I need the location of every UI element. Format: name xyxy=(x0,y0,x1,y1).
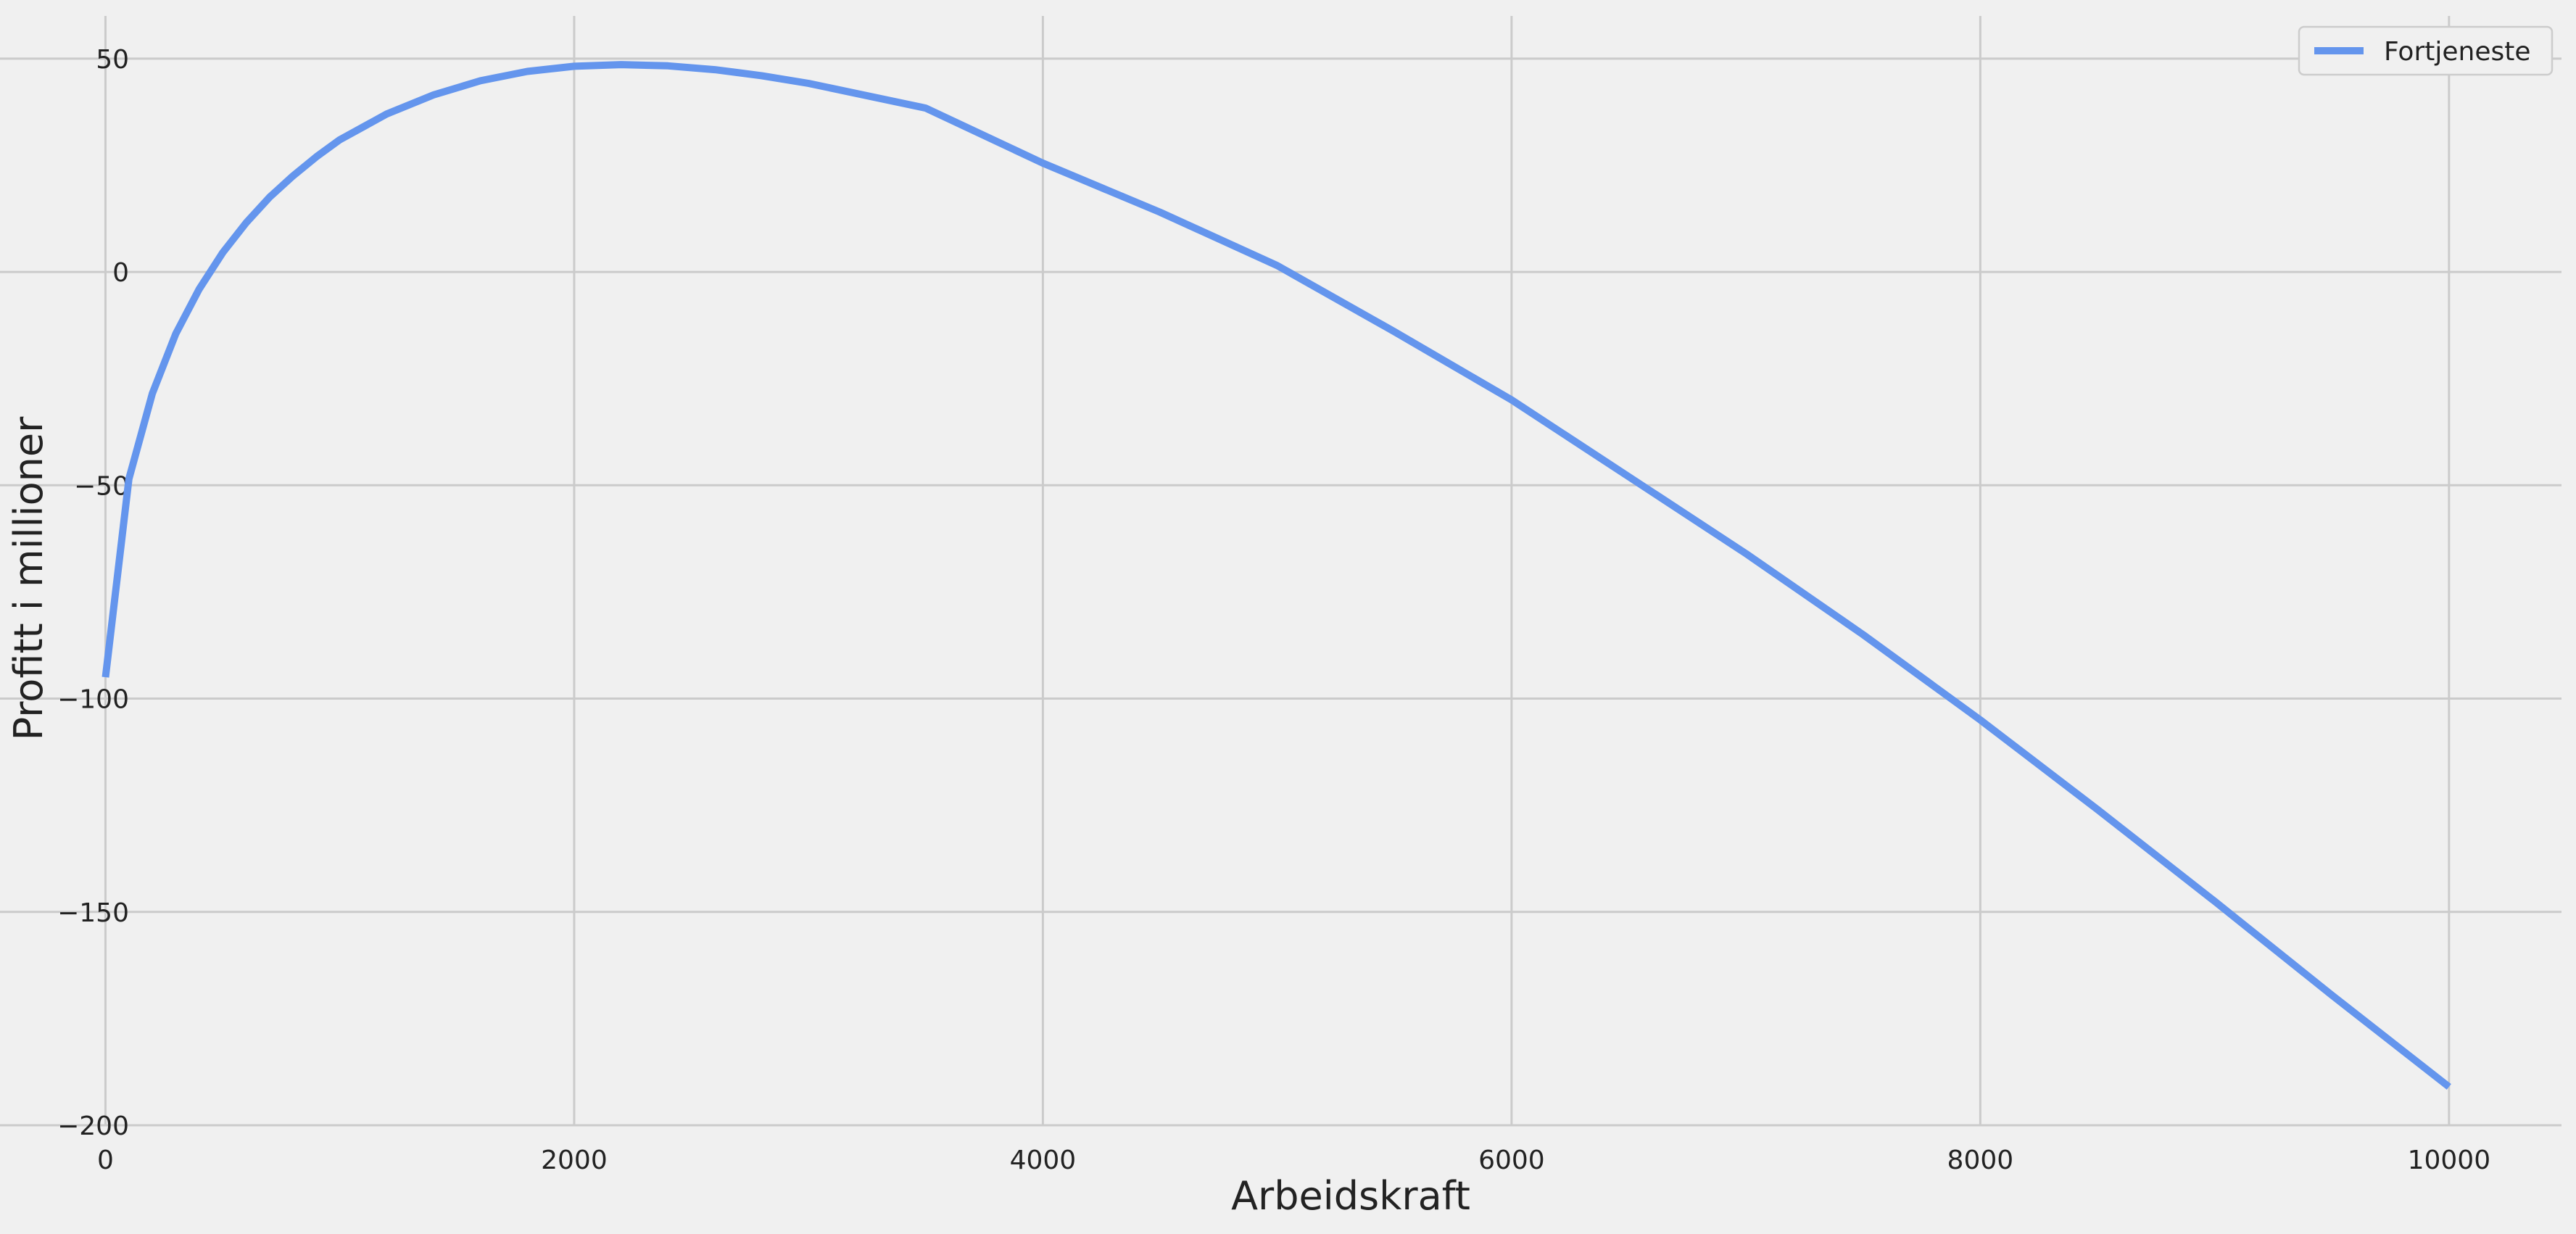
x-tick-label: 8000 xyxy=(1947,1146,2014,1175)
x-tick-label: 4000 xyxy=(1010,1146,1077,1175)
x-axis-ticks: 0 2000 4000 6000 8000 10000 xyxy=(97,1146,2490,1175)
y-tick-label: −100 xyxy=(57,685,129,715)
y-tick-label: −150 xyxy=(57,898,129,928)
x-tick-label: 2000 xyxy=(541,1146,608,1175)
x-tick-label: 0 xyxy=(97,1146,114,1175)
y-axis-ticks: 50 0 −50 −100 −150 −200 xyxy=(57,45,129,1141)
x-tick-label: 6000 xyxy=(1478,1146,1545,1175)
x-axis-label: Arbeidskraft xyxy=(1231,1173,1470,1219)
legend-box xyxy=(2298,25,2554,76)
grid xyxy=(0,16,2561,1127)
y-tick-label: −50 xyxy=(74,471,129,501)
y-axis-label: Profitt i millioner xyxy=(6,416,51,740)
x-tick-label: 10000 xyxy=(2408,1146,2491,1175)
y-tick-label: −200 xyxy=(57,1111,129,1141)
legend: Fortjeneste xyxy=(2298,25,2554,76)
y-tick-label: 50 xyxy=(96,45,129,75)
series-line-fortjeneste xyxy=(102,61,2451,1090)
y-tick-label: 0 xyxy=(112,258,129,288)
legend-label-fortjeneste: Fortjeneste xyxy=(2384,37,2531,67)
series-lines xyxy=(102,61,2451,1090)
